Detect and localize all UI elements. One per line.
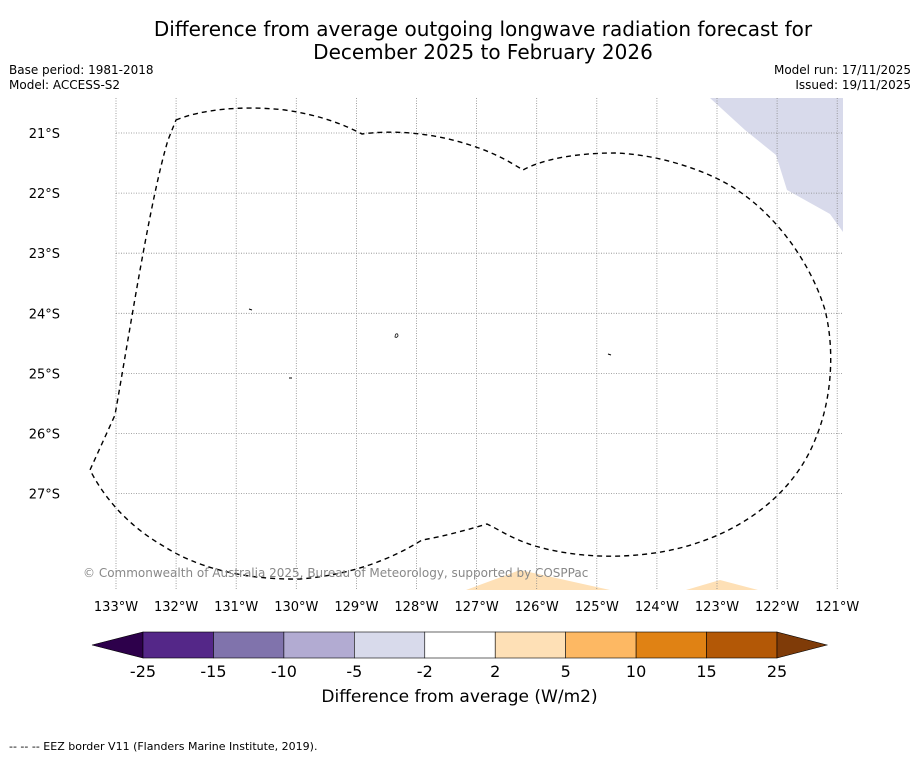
model-name: Model: ACCESS-S2	[9, 78, 121, 92]
colorbar-bin	[424, 631, 496, 659]
copyright-notice: © Commonwealth of Australia 2025, Bureau…	[83, 566, 589, 580]
island-1	[248, 308, 253, 311]
lon-label: 132°W	[154, 600, 198, 615]
lon-label: 121°W	[815, 600, 859, 615]
lon-label: 126°W	[515, 600, 559, 615]
lon-label: 125°W	[575, 600, 619, 615]
grid-lines	[115, 98, 843, 590]
lat-label: 22°S	[29, 187, 60, 202]
model-run: Model run: 17/11/2025	[773, 63, 911, 77]
lat-label: 25°S	[29, 367, 60, 382]
lon-label: 133°W	[94, 600, 138, 615]
lon-label: 131°W	[214, 600, 258, 615]
lat-label: 27°S	[29, 488, 60, 503]
issued-date: Issued: 19/11/2025	[795, 78, 911, 92]
lon-label: 124°W	[635, 600, 679, 615]
base-period: Base period: 1981-2018	[9, 63, 154, 77]
positive-anomaly-area-east	[686, 580, 758, 590]
lon-label: 127°W	[455, 600, 499, 615]
colorbar-over-arrow	[776, 631, 829, 659]
run-info: Model run: 17/11/2025 Issued: 19/11/2025	[774, 63, 911, 93]
colorbar-bin	[142, 631, 214, 659]
lat-label: 26°S	[29, 428, 60, 443]
island-4	[607, 353, 612, 356]
lat-label: 21°S	[29, 127, 60, 142]
positive-anomaly-area-west	[466, 570, 610, 590]
colorbar-bin	[635, 631, 707, 659]
colorbar-tick-label: -15	[200, 662, 226, 681]
lat-label: 24°S	[29, 307, 60, 322]
colorbar-tick-label: -10	[271, 662, 297, 681]
colorbar-tick-label: -2	[417, 662, 433, 681]
negative-anomaly-area	[710, 98, 843, 232]
lon-label: 123°W	[695, 600, 739, 615]
colorbar-bin	[354, 631, 426, 659]
map-title: Difference from average outgoing longwav…	[0, 18, 919, 64]
colorbar-tick-label: -25	[130, 662, 156, 681]
longitude-labels: 133°W 132°W 131°W 130°W 129°W 128°W 127°W 126°W…	[94, 600, 860, 615]
base-info: Base period: 1981-2018 Model: ACCESS-S2	[9, 63, 154, 93]
title-line-2: December 2025 to February 2026	[313, 40, 653, 64]
lon-label: 129°W	[334, 600, 378, 615]
colorbar-bin	[283, 631, 355, 659]
eez-border	[89, 107, 832, 580]
lon-label: 130°W	[274, 600, 318, 615]
island-2	[394, 333, 399, 338]
eez-border-legend: -- -- -- EEZ border V11 (Flanders Marine…	[9, 740, 318, 753]
colorbar-under-arrow	[91, 631, 144, 659]
title-line-1: Difference from average outgoing longwav…	[153, 17, 813, 41]
colorbar-bin	[706, 631, 778, 659]
colorbar-tick-label: 25	[767, 662, 787, 681]
colorbar-label: Difference from average (W/m2)	[321, 687, 598, 707]
colorbar-bin	[494, 631, 566, 659]
colorbar-bin	[213, 631, 285, 659]
latitude-labels: 21°S 22°S 23°S 24°S 25°S 26°S 27°S	[29, 127, 60, 503]
lon-label: 122°W	[755, 600, 799, 615]
colorbar-tick-label: 15	[696, 662, 716, 681]
colorbar-bin	[565, 631, 637, 659]
colorbar-tick-label: 2	[490, 662, 500, 681]
colorbar-tick-label: 5	[561, 662, 571, 681]
colorbar-tick-label: 10	[626, 662, 646, 681]
colorbar-tick-label: -5	[346, 662, 362, 681]
lat-label: 23°S	[29, 247, 60, 262]
lon-label: 128°W	[394, 600, 438, 615]
